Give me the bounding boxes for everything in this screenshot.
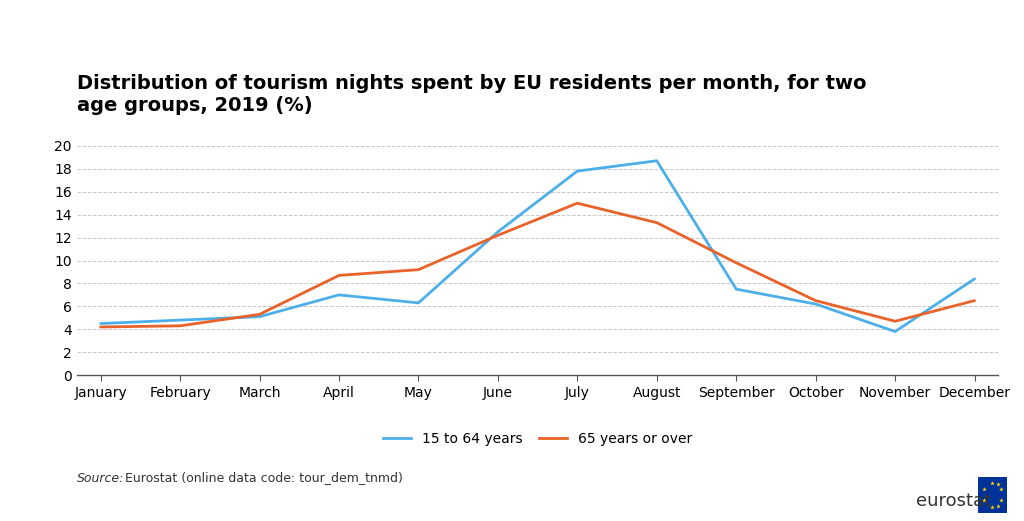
Line: 65 years or over: 65 years or over <box>100 203 975 327</box>
65 years or over <box>810 297 822 304</box>
15 to 64 years <box>810 301 822 307</box>
Text: Distribution of tourism nights spent by EU residents per month, for two
age grou: Distribution of tourism nights spent by … <box>77 73 866 115</box>
FancyBboxPatch shape <box>978 477 1007 513</box>
15 to 64 years <box>492 229 504 235</box>
15 to 64 years <box>730 286 742 292</box>
65 years or over <box>174 322 186 329</box>
65 years or over <box>730 259 742 266</box>
Text: Eurostat (online data code: tour_dem_tnmd): Eurostat (online data code: tour_dem_tnm… <box>121 472 402 485</box>
65 years or over <box>253 311 265 317</box>
15 to 64 years <box>969 276 981 282</box>
65 years or over <box>571 200 584 206</box>
65 years or over <box>492 232 504 239</box>
65 years or over <box>94 324 106 330</box>
65 years or over <box>889 318 901 325</box>
Legend: 15 to 64 years, 65 years or over: 15 to 64 years, 65 years or over <box>383 432 692 446</box>
15 to 64 years <box>650 158 663 164</box>
15 to 64 years <box>889 328 901 334</box>
65 years or over <box>413 267 425 273</box>
Text: eurostat: eurostat <box>916 491 991 510</box>
15 to 64 years <box>333 292 345 298</box>
Text: Source:: Source: <box>77 472 124 485</box>
65 years or over <box>969 297 981 304</box>
15 to 64 years <box>174 317 186 323</box>
15 to 64 years <box>94 320 106 327</box>
15 to 64 years <box>413 300 425 306</box>
65 years or over <box>650 219 663 226</box>
65 years or over <box>333 272 345 279</box>
Line: 15 to 64 years: 15 to 64 years <box>100 161 975 331</box>
15 to 64 years <box>571 168 584 174</box>
15 to 64 years <box>253 314 265 320</box>
